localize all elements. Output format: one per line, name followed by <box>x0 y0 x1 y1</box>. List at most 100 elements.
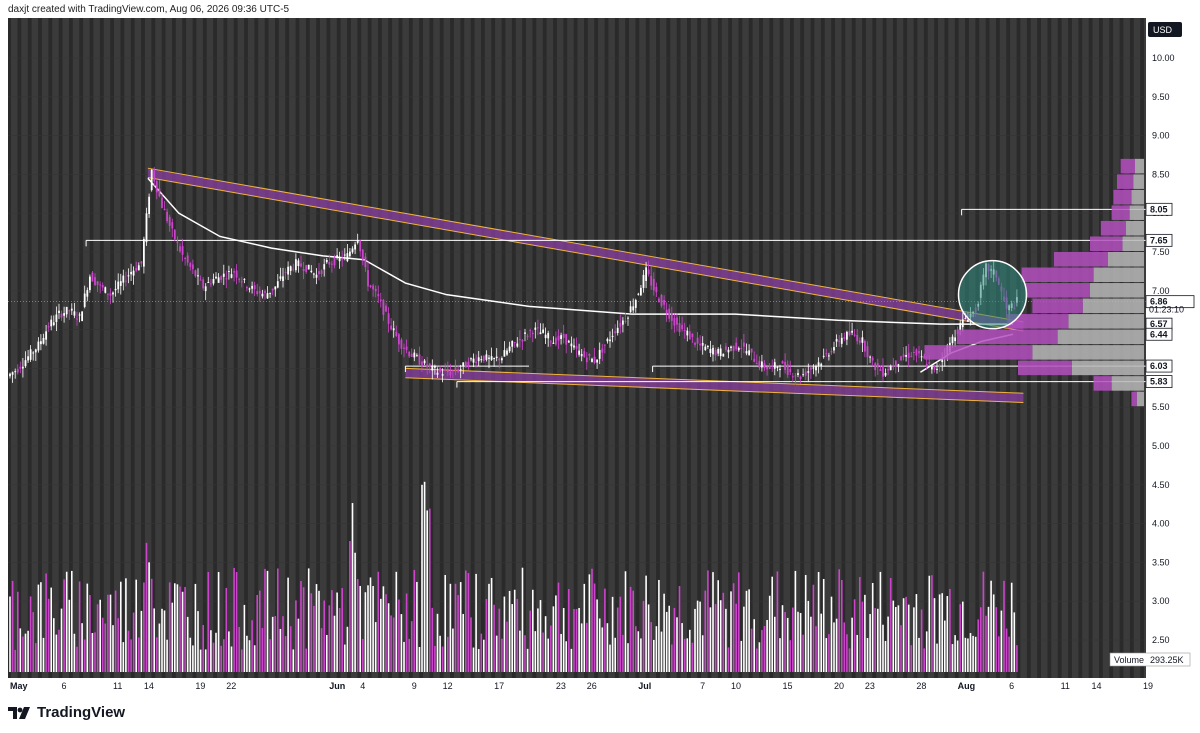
candle-body <box>369 285 372 288</box>
volume-bar <box>524 635 526 672</box>
candle-body <box>413 352 416 358</box>
volume-legend-label: Volume <box>1114 655 1144 665</box>
volume-bar <box>96 604 99 672</box>
candle-body <box>789 368 792 373</box>
volume-bar <box>235 571 238 672</box>
price-tick-label: 2.50 <box>1152 635 1170 645</box>
volume-bar <box>946 596 949 672</box>
candle-body <box>446 368 449 373</box>
profile-bar-up <box>1032 345 1144 360</box>
volume-bar <box>441 646 444 672</box>
volume-bar <box>284 636 287 672</box>
candle-body <box>372 285 374 290</box>
candle-body <box>758 360 761 368</box>
volume-bar <box>776 571 779 672</box>
candle-body <box>336 255 338 258</box>
candle-body <box>779 368 781 371</box>
volume-bar <box>349 541 351 672</box>
time-axis: May 6 11 14 19 22 Jun 4 9 12 17 23 26 Jul 7 10 15 20 23 28 A… <box>10 681 1153 691</box>
volume-bar <box>902 598 905 672</box>
candle-body <box>356 240 359 243</box>
candle-body <box>194 270 197 277</box>
volume-bar <box>47 598 50 672</box>
volume-bar <box>722 592 725 672</box>
candle-body <box>498 358 501 361</box>
volume-bar <box>974 636 977 672</box>
session-band <box>845 18 852 678</box>
volume-bar <box>910 645 913 672</box>
profile-bar-up <box>1122 236 1144 251</box>
volume-bar <box>331 590 333 672</box>
volume-bar <box>50 587 52 672</box>
session-band <box>876 18 883 678</box>
volume-bar <box>122 642 125 672</box>
candle-body <box>851 330 853 333</box>
volume-bar <box>743 606 745 672</box>
volume-bar <box>660 631 663 672</box>
candle-body <box>470 358 472 360</box>
candle-body <box>52 322 55 326</box>
candle-body <box>343 254 346 256</box>
candle-body <box>740 347 743 350</box>
volume-bar <box>174 583 176 672</box>
candle-body <box>622 320 624 325</box>
price-label-text: 8.05 <box>1150 204 1168 214</box>
session-band <box>618 18 626 678</box>
volume-bar <box>962 601 964 672</box>
candle-body <box>55 314 58 323</box>
volume-bar <box>797 611 799 672</box>
candle-body <box>292 268 295 270</box>
volume-bar <box>241 649 243 672</box>
volume-bar <box>555 595 557 672</box>
volume-bar <box>86 583 89 672</box>
time-tick-label: 17 <box>494 681 504 691</box>
volume-bar <box>959 604 961 672</box>
volume-bar <box>748 589 750 672</box>
volume-bar <box>848 648 851 672</box>
volume-bar <box>681 623 683 672</box>
candle-body <box>562 333 565 339</box>
session-band <box>649 18 657 678</box>
tradingview-logo[interactable]: TradingView <box>8 704 125 721</box>
profile-bar-up <box>1126 220 1144 236</box>
volume-bar <box>292 649 295 672</box>
session-band <box>773 18 780 678</box>
candle-body <box>717 349 720 354</box>
price-label-box <box>1145 233 1173 247</box>
volume-bar <box>637 631 640 672</box>
candle-body <box>619 322 622 327</box>
profile-bar-down <box>1032 298 1083 314</box>
session-band <box>268 18 275 678</box>
session-band <box>711 18 718 678</box>
volume-bar <box>477 649 480 672</box>
candle-body <box>418 354 421 365</box>
volume-bar <box>369 577 372 672</box>
volume-bar <box>302 587 305 672</box>
candle-body <box>936 368 938 370</box>
session-band <box>144 18 152 678</box>
volume-bar <box>745 590 748 672</box>
candle-body <box>405 346 408 350</box>
volume-bar <box>542 632 544 672</box>
volume-bar <box>622 634 624 672</box>
volume-bar <box>318 590 320 672</box>
candle-body <box>784 361 786 370</box>
session-band <box>227 18 234 678</box>
candle-body <box>794 375 797 377</box>
volume-bar <box>483 639 485 672</box>
candle-body <box>611 335 614 337</box>
volume-bar <box>320 628 323 672</box>
volume-bar <box>591 568 593 672</box>
volume-bar <box>150 578 153 672</box>
candle-body <box>521 339 524 342</box>
volume-bar <box>856 634 858 672</box>
session-band <box>72 18 80 678</box>
candle-body <box>750 348 753 353</box>
volume-bar <box>918 637 920 672</box>
volume-bar <box>76 646 78 672</box>
anchored-vwap-line <box>147 177 1014 325</box>
candle-body <box>678 322 681 333</box>
volume-bar <box>467 573 470 672</box>
profile-bar-up <box>1108 252 1144 267</box>
